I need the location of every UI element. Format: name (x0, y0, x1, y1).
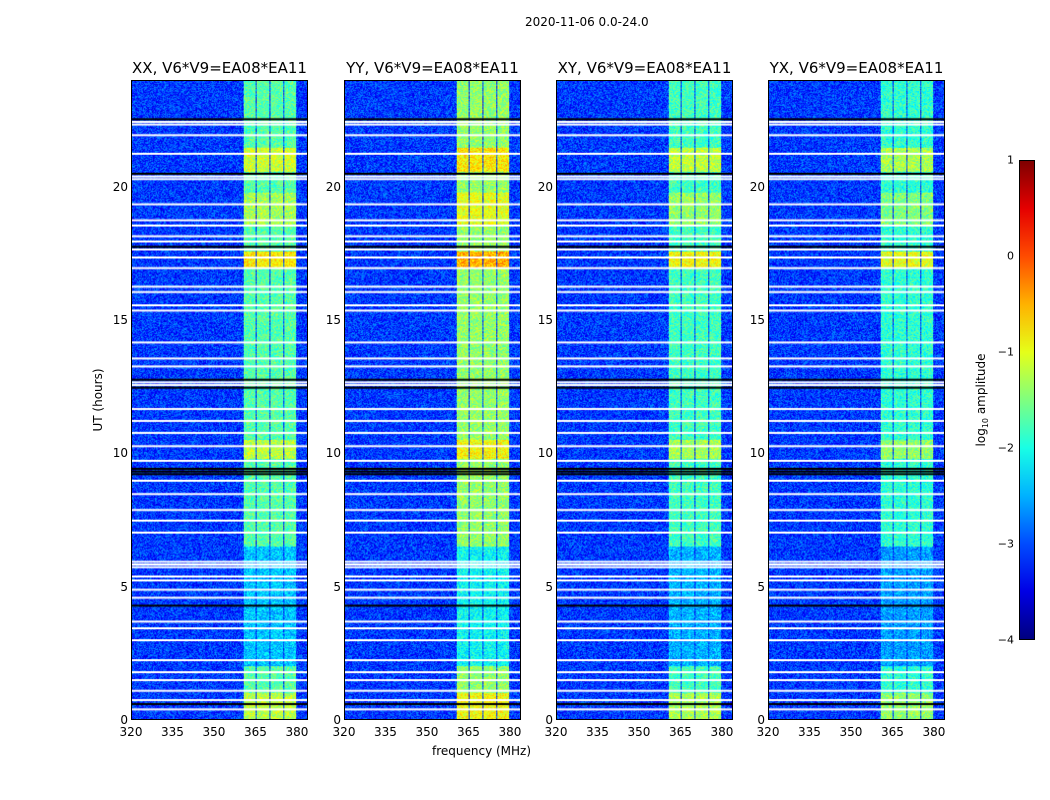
waterfall-panel-3 (556, 80, 733, 720)
panel-title: YY, V6*V9=EA08*EA11 (346, 59, 519, 77)
colorbar-label: log10 amplitude (974, 354, 990, 447)
y-tick-label: 0 (333, 713, 341, 727)
y-axis-label: UT (hours) (91, 368, 105, 432)
x-tick-label: 335 (586, 725, 609, 739)
y-tick-label: 0 (757, 713, 765, 727)
x-tick-label: 380 (922, 725, 946, 739)
colorbar-tick-label: −3 (997, 537, 1014, 551)
waterfall-image (557, 81, 732, 719)
colorbar-tick-label: −1 (997, 345, 1014, 359)
x-axis-label: frequency (MHz) (432, 744, 532, 758)
y-tick-label: 20 (325, 179, 341, 194)
y-tick-label: 0 (545, 713, 553, 727)
waterfall-image (132, 81, 307, 719)
panel-title: XY, V6*V9=EA08*EA11 (557, 59, 732, 77)
y-tick-label: 15 (325, 313, 341, 327)
y-tick-label: 15 (537, 313, 553, 327)
y-tick-label: 20 (112, 179, 128, 194)
colorbar-tick-label: −2 (997, 441, 1014, 455)
colorbar-tick-label: 0 (1007, 249, 1014, 263)
x-tick-label: 350 (202, 725, 226, 739)
y-tick-label: 5 (757, 579, 765, 594)
y-tick-label: 10 (537, 446, 553, 461)
y-tick-label: 20 (537, 179, 553, 194)
x-tick-label: 350 (627, 725, 651, 739)
panel-title: YX, V6*V9=EA08*EA11 (769, 59, 944, 77)
y-tick-label: 15 (112, 313, 128, 327)
x-tick-label: 320 (119, 725, 143, 739)
x-tick-label: 335 (798, 725, 821, 739)
x-tick-label: 320 (544, 725, 568, 739)
x-tick-label: 380 (710, 725, 734, 739)
colorbar-label-base: log (973, 428, 988, 447)
waterfall-panel-1 (131, 80, 308, 720)
y-tick-label: 15 (749, 313, 765, 327)
x-tick-label: 380 (498, 725, 522, 739)
x-tick-label: 365 (457, 725, 480, 739)
panel-title: XX, V6*V9=EA08*EA11 (132, 59, 307, 77)
figure-suptitle: 2020-11-06 0.0-24.0 (525, 15, 649, 29)
x-tick-label: 350 (839, 725, 863, 739)
x-tick-label: 365 (881, 725, 904, 739)
colorbar-label-sub: 10 (981, 417, 991, 429)
x-tick-label: 320 (756, 725, 780, 739)
x-tick-label: 335 (161, 725, 184, 739)
y-tick-label: 20 (749, 179, 765, 194)
x-tick-label: 380 (285, 725, 309, 739)
y-tick-label: 5 (333, 579, 341, 594)
waterfall-panel-2 (344, 80, 521, 720)
y-tick-label: 10 (749, 446, 765, 461)
y-tick-label: 10 (112, 446, 128, 461)
x-tick-label: 320 (332, 725, 356, 739)
y-tick-label: 5 (120, 579, 128, 594)
y-tick-label: 0 (120, 713, 128, 727)
waterfall-image (769, 81, 944, 719)
colorbar-tick-label: −4 (997, 633, 1014, 647)
waterfall-panel-4 (768, 80, 945, 720)
x-tick-label: 365 (669, 725, 692, 739)
x-tick-label: 365 (244, 725, 267, 739)
x-tick-label: 350 (415, 725, 439, 739)
y-tick-label: 5 (545, 579, 553, 594)
y-tick-label: 10 (325, 446, 341, 461)
colorbar-label-rest: amplitude (973, 353, 988, 418)
x-tick-label: 335 (374, 725, 397, 739)
colorbar (1019, 160, 1035, 640)
colorbar-tick-label: 1 (1007, 153, 1014, 167)
waterfall-image (345, 81, 520, 719)
